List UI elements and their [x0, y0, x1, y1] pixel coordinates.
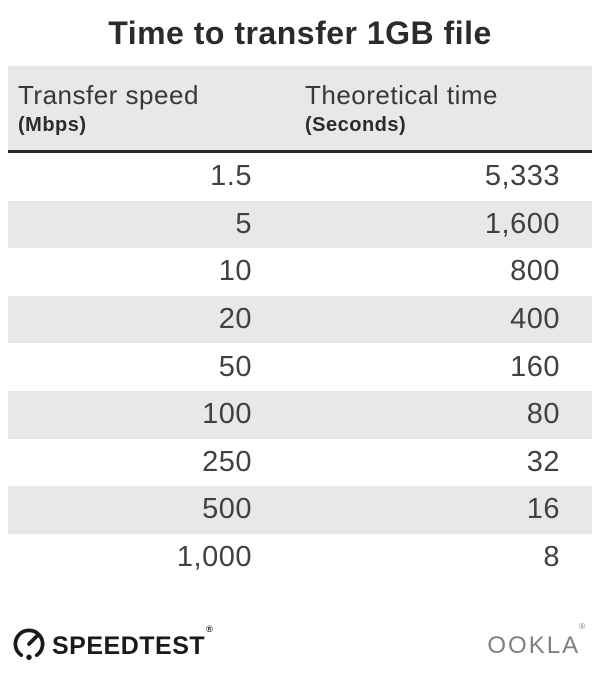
time-cell: 5,333 — [484, 160, 560, 193]
table-row: 1,000 8 — [8, 534, 592, 582]
speed-cell: 1,000 — [176, 541, 252, 574]
speed-cell: 1.5 — [210, 160, 252, 193]
table-row: 10 800 — [8, 248, 592, 296]
column-header-transfer-speed: Transfer speed (Mbps) — [8, 66, 300, 150]
column-unit: (Seconds) — [305, 114, 407, 136]
column-header-theoretical-time: Theoretical time (Seconds) — [300, 66, 592, 150]
speed-cell: 500 — [202, 493, 252, 526]
table-row: 500 16 — [8, 486, 592, 534]
time-cell: 160 — [510, 350, 560, 383]
column-unit: (Mbps) — [18, 114, 87, 136]
speed-cell: 5 — [235, 207, 252, 240]
table-row: 20 400 — [8, 295, 592, 344]
time-cell: 800 — [510, 255, 560, 288]
time-cell: 80 — [526, 398, 560, 431]
page-title: Time to transfer 1GB file — [108, 15, 492, 51]
table-row: 50 160 — [8, 343, 592, 391]
speedtest-gauge-icon — [12, 627, 46, 666]
registered-trademark-icon: ® — [206, 623, 214, 634]
registered-trademark-icon: ® — [579, 622, 587, 631]
time-cell: 400 — [510, 303, 560, 336]
speed-cell: 100 — [202, 398, 252, 431]
time-cell: 16 — [526, 493, 560, 526]
table-row: 250 32 — [8, 439, 592, 487]
column-label: Transfer speed — [18, 80, 199, 110]
transfer-time-table: Transfer speed (Mbps) Theoretical time (… — [8, 66, 592, 581]
footer: SPEEDTEST® OOKLA® — [12, 622, 588, 666]
column-label: Theoretical time — [305, 80, 498, 110]
time-cell: 32 — [526, 445, 560, 478]
ookla-logo: OOKLA® — [487, 622, 587, 659]
speedtest-logo: SPEEDTEST® — [12, 623, 214, 666]
time-cell: 8 — [543, 541, 560, 574]
time-cell: 1,600 — [484, 207, 560, 240]
table-row: 5 1,600 — [8, 200, 592, 249]
table-row: 100 80 — [8, 390, 592, 439]
speed-cell: 50 — [218, 350, 252, 383]
speed-cell: 250 — [202, 445, 252, 478]
speedtest-wordmark: SPEEDTEST® — [52, 623, 214, 660]
speed-cell: 20 — [218, 303, 252, 336]
table-header-row: Transfer speed (Mbps) Theoretical time (… — [8, 66, 592, 153]
table-row: 1.5 5,333 — [8, 153, 592, 201]
speed-cell: 10 — [218, 255, 252, 288]
